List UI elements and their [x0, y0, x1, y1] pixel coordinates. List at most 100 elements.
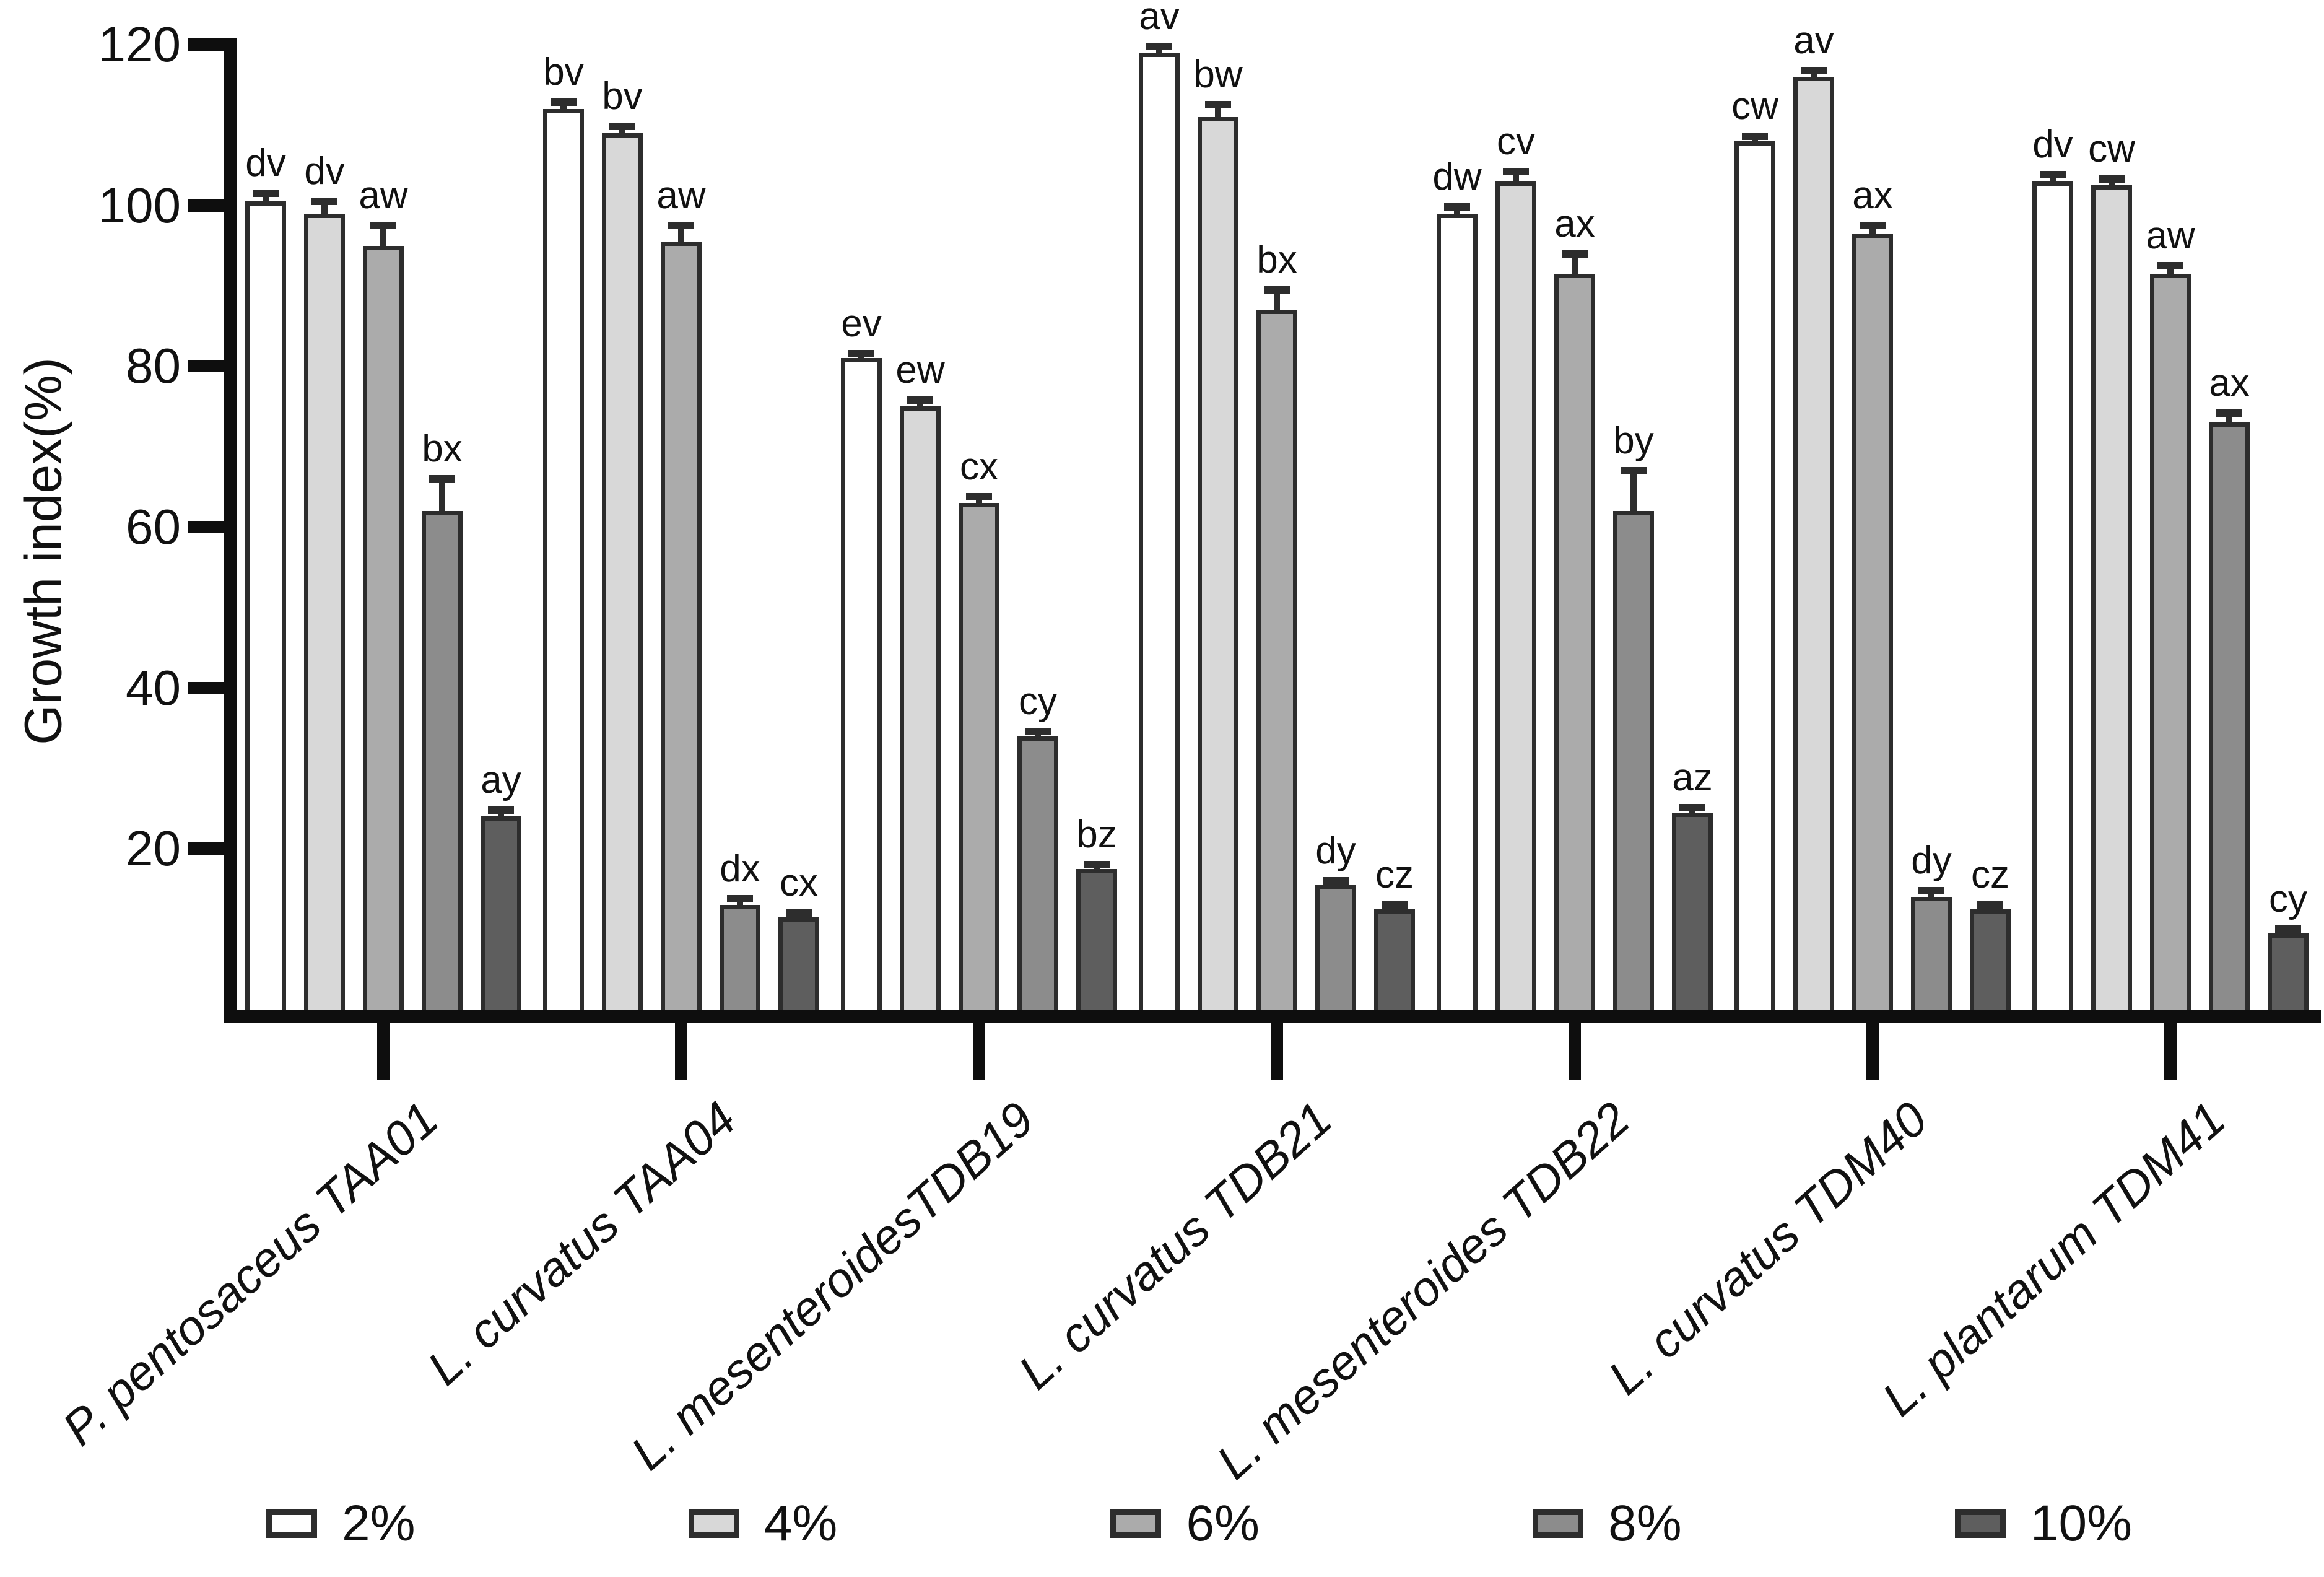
sig-letter-label: dv [304, 150, 345, 193]
sig-letter-label: aw [656, 174, 706, 217]
x-tick [1569, 1023, 1581, 1080]
error-bar-stem [678, 225, 684, 245]
sig-letter-label: av [1139, 0, 1180, 38]
sig-letter-label: bv [543, 51, 584, 94]
bar [1017, 736, 1058, 1010]
bar [1076, 868, 1117, 1010]
error-bar-stem [2050, 175, 2056, 184]
y-tick-label: 60 [126, 499, 181, 554]
bar [2209, 422, 2250, 1010]
bar [661, 242, 702, 1010]
sig-letter-label: dx [720, 847, 760, 890]
bar [1672, 812, 1713, 1010]
error-bar-cap [551, 98, 577, 107]
sig-letter-label: ax [2209, 361, 2250, 404]
error-bar-stem [263, 193, 269, 204]
y-tick-label: 100 [98, 177, 181, 233]
sig-letter-label: cw [2088, 127, 2135, 170]
legend-item: 10% [1954, 1495, 2132, 1553]
x-tick [973, 1023, 985, 1080]
bar [1852, 234, 1893, 1010]
bar [304, 213, 345, 1010]
error-bar-stem [619, 126, 625, 136]
bar [543, 108, 584, 1010]
sig-letter-label: az [1672, 756, 1713, 800]
error-bar-stem [1454, 207, 1460, 216]
error-bar-cap [1621, 467, 1647, 475]
bar [778, 917, 819, 1010]
y-tick [188, 38, 224, 51]
error-bar-cap [2040, 171, 2066, 179]
sig-letter-label: dw [1432, 155, 1482, 199]
x-category-label: L. curvatus TAA04 [417, 1091, 746, 1396]
bar [1315, 885, 1356, 1010]
y-tick [188, 521, 224, 533]
sig-letter-label: bw [1193, 53, 1243, 97]
error-bar-cap [668, 222, 694, 230]
error-bar-cap [1323, 877, 1349, 885]
x-category-label: L. curvatus TDB21 [1008, 1091, 1342, 1400]
y-tick [188, 842, 224, 855]
error-bar-stem [498, 810, 504, 819]
x-tick [1271, 1023, 1283, 1080]
sig-letter-label: ay [481, 759, 521, 802]
error-bar-cap [1742, 133, 1768, 141]
error-bar-cap [609, 123, 635, 131]
error-bar-cap [2275, 925, 2301, 933]
bar [245, 201, 286, 1010]
error-bar-cap [1382, 901, 1408, 909]
error-bar-cap [1205, 101, 1231, 109]
legend-swatch [1954, 1509, 2006, 1538]
bar [602, 133, 643, 1010]
legend-label: 6% [1186, 1495, 1260, 1552]
error-bar-cap [1444, 203, 1470, 211]
sig-letter-label: ax [1554, 202, 1595, 245]
legend-swatch [688, 1509, 739, 1538]
error-bar-stem [1811, 70, 1817, 79]
legend-item: 2% [266, 1495, 416, 1553]
error-bar-stem [380, 225, 386, 248]
legend: 2% 4% 6% 8% 10% [266, 1480, 2132, 1567]
sig-letter-label: aw [2146, 214, 2195, 258]
error-bar-stem [1274, 290, 1280, 313]
error-bar-cap [1562, 250, 1588, 258]
error-bar-stem [2109, 178, 2115, 188]
error-bar-stem [1572, 253, 1578, 277]
bar [422, 511, 463, 1010]
sig-letter-label: cy [2269, 878, 2307, 921]
bar [959, 503, 999, 1010]
legend-label: 10% [2030, 1495, 2132, 1552]
error-bar-cap [1084, 861, 1110, 869]
error-bar-cap [311, 198, 337, 206]
bar [1495, 181, 1536, 1010]
legend-label: 4% [764, 1495, 838, 1552]
error-bar-cap [429, 475, 455, 483]
sig-letter-label: bv [602, 75, 643, 118]
error-bar-cap [2099, 175, 2125, 183]
error-bar-stem [917, 400, 923, 409]
error-bar-stem [1215, 105, 1221, 120]
legend-swatch [266, 1509, 317, 1538]
x-tick [377, 1023, 390, 1080]
y-tick [188, 199, 224, 212]
sig-letter-label: cx [780, 862, 818, 905]
x-axis-line [224, 1010, 2321, 1023]
plot-area: 20 40 60 80 100 120 dv dv aw bx ay P. pentosaceus T… [52, 0, 2321, 1489]
error-bar-cap [488, 806, 514, 815]
legend-item: 6% [1110, 1495, 1260, 1553]
error-bar-stem [2167, 266, 2174, 277]
error-bar-cap [253, 190, 279, 198]
sig-letter-label: av [1793, 19, 1834, 62]
legend-swatch [1110, 1509, 1162, 1538]
error-bar-stem [976, 496, 982, 506]
sig-letter-label: cv [1497, 120, 1535, 164]
error-bar-stem [321, 201, 328, 216]
legend-label: 2% [342, 1495, 416, 1552]
error-bar-cap [966, 492, 992, 500]
error-bar-cap [786, 909, 812, 917]
error-bar-stem [1928, 890, 1934, 900]
error-bar-cap [1860, 222, 1886, 230]
sig-letter-label: cz [1375, 854, 1414, 897]
bar [1793, 76, 1834, 1010]
